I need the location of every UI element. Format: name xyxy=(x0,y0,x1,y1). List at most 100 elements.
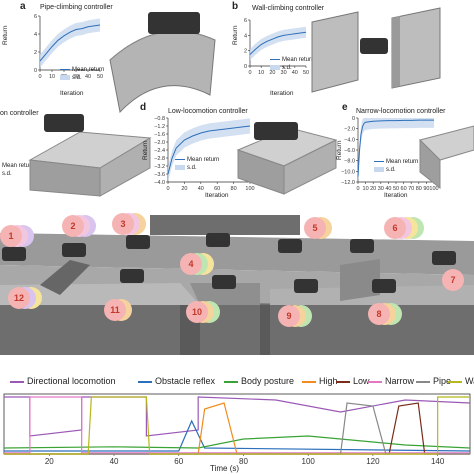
y-tick-label: −8.0 xyxy=(344,159,355,165)
trace-wall xyxy=(4,396,470,455)
x-tick-label: 100 xyxy=(245,186,254,192)
sd-band xyxy=(358,118,434,182)
y-tick-label: 6 xyxy=(244,18,247,24)
y-tick-label: 2 xyxy=(34,50,37,56)
legend: Mean return s.d. xyxy=(175,156,219,172)
x-axis-label: Iteration xyxy=(270,90,294,97)
mean-return-line xyxy=(39,24,101,62)
robot-icon xyxy=(62,243,86,257)
legend-sd: s.d. xyxy=(72,75,82,81)
x-tick-label: 140 xyxy=(431,457,445,466)
x-tick-label: 80 xyxy=(416,186,422,192)
robot-icon xyxy=(2,247,26,261)
legend: Mean return s.d. xyxy=(60,66,104,82)
x-tick-label: 30 xyxy=(281,70,287,76)
chart-d-svg: −0.8 −1.2 −1.6 −2.0 −2.4 −2.8 −3.2 −3.6 −4.00 20 4… xyxy=(154,116,254,192)
legend-mean: Mean return xyxy=(72,67,105,73)
robot-icon xyxy=(206,233,230,247)
trace-obstacle-reflex xyxy=(4,419,471,452)
trace-body-posture xyxy=(3,435,471,449)
x-tick-label: 40 xyxy=(385,186,391,192)
waypoint-badge-4: 4 xyxy=(180,253,202,275)
panel-label: b xyxy=(232,1,239,12)
y-tick-label: −4.0 xyxy=(344,137,355,143)
trace-low xyxy=(4,402,470,455)
y-tick-label: 0 xyxy=(244,64,247,70)
timeline-chart: 20 40 60 80 100 120 140 Time (s) xyxy=(0,390,474,474)
x-tick-label: 20 xyxy=(181,186,187,192)
legend-item-obstacle: Obstacle reflex xyxy=(138,376,215,386)
robot-icon xyxy=(254,122,298,140)
legend-mean: Mean return xyxy=(2,163,35,169)
waypoint-badge-3: 3 xyxy=(112,213,134,235)
x-tick-label: 40 xyxy=(85,74,91,80)
robot-icon xyxy=(372,279,396,293)
legend: Mean return s.d. xyxy=(270,56,314,72)
chart-e-svg: 0−2.0−4.0−6.0−8.0−10.0−12.00 10 20 30 40 50 60… xyxy=(341,116,439,192)
y-tick-label: −0.8 xyxy=(154,116,165,122)
legend-sd: s.d. xyxy=(187,165,197,171)
x-tick-label: 0 xyxy=(356,186,359,192)
sd-band xyxy=(168,118,250,182)
y-tick-label: −2.4 xyxy=(154,148,165,154)
waypoint-badge-9: 9 xyxy=(278,305,300,327)
robot-icon xyxy=(212,275,236,289)
waypoint-badge-5: 5 xyxy=(304,217,326,239)
x-axis-label: Iteration xyxy=(384,192,408,199)
mean-return-line xyxy=(249,31,307,55)
y-tick-label: −4.0 xyxy=(154,180,165,186)
legend-sd: s.d. xyxy=(282,65,292,71)
x-tick-label: 60 xyxy=(174,457,183,466)
robot-icon xyxy=(148,12,200,34)
legend-mean: Mean return xyxy=(282,57,315,63)
y-tick-label: 2 xyxy=(244,49,247,55)
legend-mean: Mean return xyxy=(187,157,220,163)
x-tick-label: 20 xyxy=(269,70,275,76)
waypoint-badge-1: 1 xyxy=(0,225,22,247)
x-tick-label: 60 xyxy=(214,186,220,192)
y-tick-label: −1.2 xyxy=(154,124,165,130)
panel-c: on controller Mean return s.d. xyxy=(0,104,150,200)
y-tick-label: 0 xyxy=(352,116,355,122)
panel-d: d Low-locomotion controller Return Itera… xyxy=(140,100,330,200)
x-tick-label: 10 xyxy=(49,74,55,80)
chart-title: Wall-climbing controller xyxy=(252,5,325,12)
legend: Mean return s.d. xyxy=(374,158,418,174)
x-tick-label: 40 xyxy=(292,70,298,76)
y-tick-label: −1.6 xyxy=(154,132,165,138)
y-tick-label: 0 xyxy=(34,68,37,74)
mean-return-line xyxy=(167,125,251,175)
legend-item-narrow: Narrow xyxy=(368,376,414,386)
legend-item-low: Low xyxy=(336,376,370,386)
robot-icon xyxy=(120,269,144,283)
x-tick-label: 50 xyxy=(393,186,399,192)
legend-item-directional: Directional locomotion xyxy=(10,376,116,386)
legend-mean: Mean return xyxy=(386,159,419,165)
chart-title: on controller xyxy=(0,110,39,117)
timeline-svg: 20 40 60 80 100 120 140 xyxy=(3,393,471,466)
x-tick-label: 30 xyxy=(73,74,79,80)
x-tick-label: 50 xyxy=(303,70,309,76)
x-tick-label: 120 xyxy=(366,457,380,466)
x-tick-label: 100 xyxy=(302,457,316,466)
x-tick-label: 40 xyxy=(110,457,119,466)
y-tick-label: 4 xyxy=(244,33,247,39)
y-tick-label: −2.0 xyxy=(154,140,165,146)
panel-label: e xyxy=(342,102,348,113)
y-tick-label: −3.6 xyxy=(154,172,165,178)
robot-icon xyxy=(278,239,302,253)
x-tick-label: 0 xyxy=(248,70,251,76)
panel-label: d xyxy=(140,102,147,113)
x-tick-label: 30 xyxy=(378,186,384,192)
trace-narrow xyxy=(4,396,470,454)
sd-band xyxy=(250,26,306,61)
legend-sd: s.d. xyxy=(386,167,396,173)
legend: Mean return s.d. xyxy=(2,162,34,178)
waypoint-badge-2: 2 xyxy=(62,215,84,237)
waypoint-badge-8: 8 xyxy=(368,303,390,325)
panel-a: a Pipe-climbing controller Return Iterat… xyxy=(0,0,230,100)
x-tick-label: 60 xyxy=(401,186,407,192)
x-tick-label: 10 xyxy=(258,70,264,76)
x-tick-label: 20 xyxy=(370,186,376,192)
x-tick-label: 100 xyxy=(429,186,438,192)
